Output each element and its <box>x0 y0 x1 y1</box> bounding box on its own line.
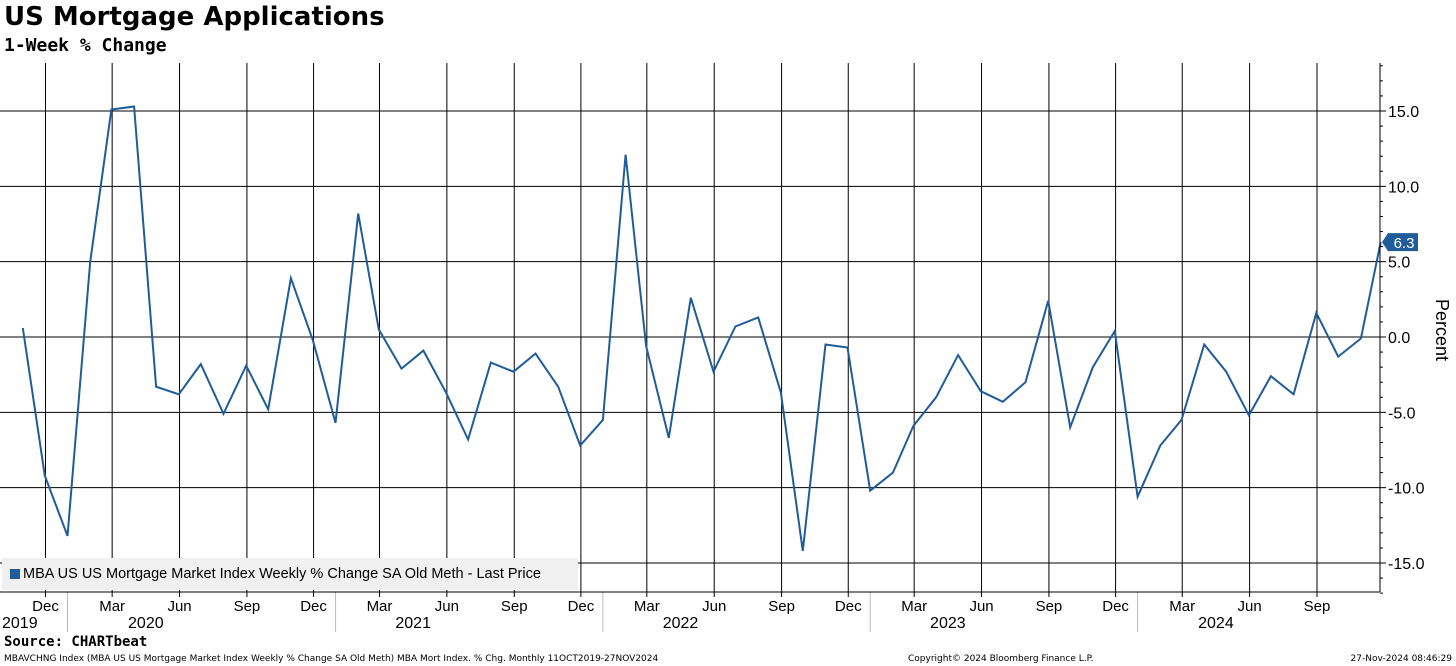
y-tick-label: 15.0 <box>1388 104 1419 121</box>
y-tick-label: -5.0 <box>1388 405 1416 422</box>
y-tick-label: 5.0 <box>1388 255 1410 272</box>
chart-title: US Mortgage Applications <box>4 2 385 32</box>
y-axis-title: Percent <box>1432 299 1452 361</box>
source-note: Source: CHARTbeat <box>4 634 148 650</box>
x-tick-label: Sep <box>768 598 795 615</box>
y-tick-label: 10.0 <box>1388 179 1419 196</box>
x-tick-label: Jun <box>1238 598 1262 615</box>
year-label: 2024 <box>1198 615 1234 632</box>
year-label: 2021 <box>395 615 431 632</box>
grid-layer <box>0 63 1380 592</box>
x-tick-label: Mar <box>1169 598 1195 615</box>
x-tick-label: Sep <box>1304 598 1331 615</box>
timestamp: 27-Nov-2024 08:46:29 <box>1350 654 1452 664</box>
last-value-marker <box>1382 233 1418 252</box>
year-label: 2020 <box>128 615 164 632</box>
label-layer: 15.0 10.0 5.0 0.0 -5.0 -10.0 -15.0 Dec Mar Jun Sep… <box>2 104 1452 632</box>
y-tick-label: -10.0 <box>1388 481 1425 498</box>
x-tick-label: Jun <box>969 598 993 615</box>
x-tick-label: Sep <box>234 598 261 615</box>
x-tick-label: Dec <box>568 598 595 615</box>
x-tick-label: Dec <box>835 598 862 615</box>
x-tick-label: Mar <box>367 598 393 615</box>
x-tick-label: Mar <box>634 598 660 615</box>
series-layer <box>21 105 1382 552</box>
x-tick-label: Jun <box>702 598 726 615</box>
last-value-label: 6.3 <box>1394 235 1415 252</box>
y-tick-label: 0.0 <box>1388 330 1410 347</box>
axis-layer <box>0 63 1386 632</box>
year-label: 2023 <box>930 615 966 632</box>
x-tick-label: Jun <box>435 598 459 615</box>
copyright-note: Copyright© 2024 Bloomberg Finance L.P. <box>908 654 1094 664</box>
legend: MBA US US Mortgage Market Index Weekly %… <box>2 558 578 590</box>
year-label: 2019 <box>2 615 38 632</box>
x-tick-label: Mar <box>99 598 125 615</box>
x-tick-label: Sep <box>1036 598 1063 615</box>
x-tick-label: Dec <box>300 598 327 615</box>
series-line <box>21 105 1382 552</box>
y-tick-label: -15.0 <box>1388 556 1425 573</box>
year-label: 2022 <box>663 615 699 632</box>
legend-swatch <box>10 569 20 579</box>
x-tick-label: Jun <box>167 598 191 615</box>
index-description: MBAVCHNG Index (MBA US US Mortgage Marke… <box>4 654 659 664</box>
x-tick-label: Dec <box>1102 598 1129 615</box>
x-tick-label: Sep <box>501 598 528 615</box>
x-tick-label: Dec <box>32 598 59 615</box>
chart-subtitle: 1-Week % Change <box>4 35 167 56</box>
x-tick-label: Mar <box>901 598 927 615</box>
legend-label: MBA US US Mortgage Market Index Weekly %… <box>23 566 541 582</box>
